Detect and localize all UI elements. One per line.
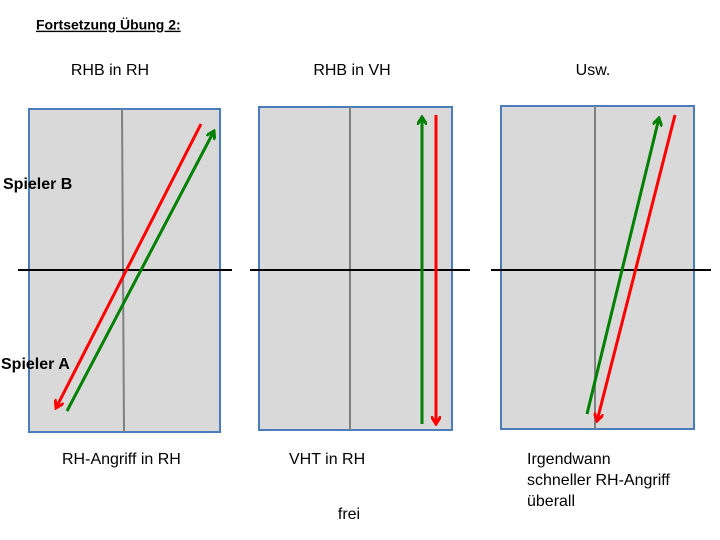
caption: Irgendwann [527, 451, 611, 468]
player-label: Spieler A [1, 356, 70, 373]
table-panel [250, 106, 470, 431]
panel-label: RHB in VH [313, 62, 390, 79]
player-label: Spieler B [3, 176, 72, 193]
table-panel [491, 105, 711, 430]
caption: überall [527, 493, 575, 510]
footer: frei [338, 506, 360, 523]
caption: VHT in RH [289, 451, 365, 468]
caption: schneller RH-Angriff [527, 472, 670, 489]
title: Fortsetzung Übung 2: [36, 17, 181, 33]
panel-label: Usw. [576, 62, 611, 79]
panel-label: RHB in RH [71, 62, 149, 79]
table-panel [18, 108, 232, 433]
caption: RH-Angriff in RH [62, 451, 181, 468]
